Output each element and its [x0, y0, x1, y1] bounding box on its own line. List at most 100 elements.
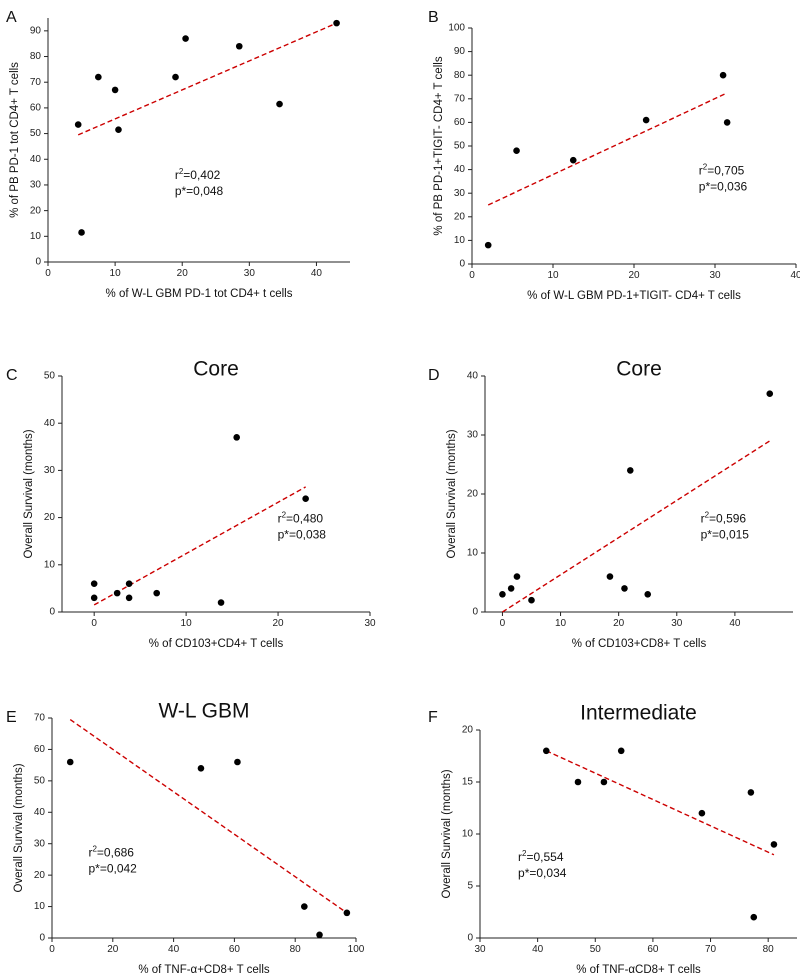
- y-axis-label: % of PB PD-1 tot CD4+ T cells: [9, 62, 21, 218]
- y-axis-label: Overall Survival (months): [23, 429, 35, 558]
- panel-letter: F: [428, 709, 438, 726]
- x-tick-label: 40: [729, 618, 741, 629]
- y-tick-label: 40: [44, 418, 56, 429]
- y-tick-label: 10: [454, 235, 466, 246]
- data-point: [484, 241, 492, 249]
- chart-panel-f: F Intermediate 30 40 50 60 70 80 0 5 10 15 20 % of TN…: [428, 702, 797, 976]
- y-tick-label: 0: [49, 607, 55, 618]
- data-point: [528, 596, 535, 604]
- x-tick-label: 0: [45, 268, 51, 279]
- x-tick-label: 70: [705, 944, 717, 955]
- data-point: [66, 758, 74, 766]
- chart-panel-d: D Core 0 10 20 30 40 0 10 20 30 40 % of CD103+CD8+ T…: [428, 358, 793, 650]
- x-tick-label: 80: [290, 944, 302, 955]
- y-tick-label: 10: [462, 829, 474, 840]
- y-tick-label: 60: [454, 117, 466, 128]
- chart-panel-e: E W-L GBM 0 20 40 60 80 100 0 10 20 30 40 50 60 70 % of …: [6, 700, 365, 976]
- data-point: [125, 580, 133, 587]
- data-point: [333, 19, 340, 27]
- r-squared-text: r2=0,596: [701, 510, 747, 525]
- y-tick-label: 20: [44, 512, 56, 523]
- x-tick-label: 30: [671, 618, 683, 629]
- data-point: [750, 913, 758, 921]
- data-point: [125, 594, 133, 602]
- data-point: [95, 73, 102, 81]
- y-tick-label: 40: [454, 164, 466, 175]
- x-axis-label: % of W-L GBM PD-1 tot CD4+ t cells: [106, 288, 293, 300]
- regression-fit-line: [502, 440, 771, 613]
- data-point: [770, 841, 778, 848]
- r-squared-text: r2=0,705: [699, 162, 745, 177]
- x-axis-label: % of W-L GBM PD-1+TIGIT- CD4+ T cells: [527, 290, 741, 302]
- x-tick-label: 10: [181, 618, 193, 629]
- x-tick-label: 30: [244, 268, 256, 279]
- x-axis-label: % of CD103+CD8+ T cells: [572, 638, 707, 650]
- x-axis-label: % of CD103+CD4+ T cells: [149, 638, 284, 650]
- regression-fit-line: [69, 718, 348, 914]
- x-tick-label: 40: [532, 944, 544, 955]
- y-tick-label: 20: [454, 211, 466, 222]
- data-point: [574, 778, 582, 786]
- data-point: [626, 467, 634, 474]
- x-tick-label: 20: [628, 270, 640, 281]
- panel-letter: A: [6, 9, 17, 26]
- y-tick-label: 50: [34, 775, 46, 786]
- y-axis-label: Overall Survival (months): [441, 769, 453, 898]
- data-point: [153, 589, 160, 597]
- y-axis-label: Overall Survival (months): [446, 429, 458, 558]
- y-tick-label: 60: [30, 103, 42, 114]
- data-point: [301, 903, 308, 910]
- data-point: [115, 126, 122, 134]
- y-tick-label: 0: [467, 933, 473, 944]
- x-tick-label: 0: [469, 270, 475, 281]
- y-axis-label: Overall Survival (months): [13, 763, 25, 892]
- p-value-text: p*=0,034: [518, 866, 567, 880]
- y-tick-label: 10: [34, 901, 46, 912]
- y-tick-label: 70: [34, 713, 46, 724]
- y-tick-label: 50: [44, 371, 56, 382]
- data-point: [172, 73, 179, 81]
- y-tick-label: 60: [34, 744, 46, 755]
- regression-fit-line: [77, 22, 337, 136]
- data-point: [542, 747, 550, 755]
- x-tick-label: 20: [613, 618, 625, 629]
- data-point: [234, 758, 241, 766]
- data-point: [302, 495, 309, 503]
- y-tick-label: 5: [467, 881, 473, 892]
- r-squared-text: r2=0,686: [88, 845, 134, 860]
- y-tick-label: 80: [30, 51, 42, 62]
- x-tick-label: 0: [500, 618, 506, 629]
- data-point: [719, 71, 727, 79]
- panel-letter: E: [6, 709, 17, 726]
- data-point: [606, 573, 614, 580]
- y-tick-label: 30: [44, 465, 56, 476]
- y-tick-label: 0: [35, 257, 41, 268]
- data-point: [747, 789, 755, 796]
- regression-fit-line: [545, 750, 775, 856]
- x-tick-label: 80: [763, 944, 775, 955]
- panel-letter: B: [428, 9, 439, 26]
- panel-letter: D: [428, 367, 440, 384]
- y-tick-label: 20: [34, 870, 46, 881]
- r-squared-text: r2=0,554: [518, 849, 564, 864]
- x-tick-label: 30: [364, 618, 376, 629]
- y-tick-label: 10: [30, 231, 42, 242]
- y-tick-label: 30: [454, 188, 466, 199]
- data-point: [74, 121, 82, 128]
- data-point: [569, 156, 577, 164]
- p-value-text: p*=0,015: [701, 527, 750, 541]
- y-tick-label: 0: [472, 607, 478, 618]
- y-tick-label: 20: [30, 205, 42, 216]
- data-point: [343, 909, 351, 917]
- x-tick-label: 10: [110, 268, 122, 279]
- y-tick-label: 70: [30, 77, 42, 88]
- data-point: [90, 594, 98, 602]
- x-tick-label: 60: [647, 944, 659, 955]
- data-point: [90, 580, 98, 587]
- x-tick-label: 100: [348, 944, 365, 955]
- data-point: [276, 100, 283, 108]
- y-tick-label: 50: [454, 141, 466, 152]
- x-axis-label: % of TNF-αCD8+ T cells: [576, 964, 701, 976]
- panel-title: Intermediate: [580, 702, 697, 725]
